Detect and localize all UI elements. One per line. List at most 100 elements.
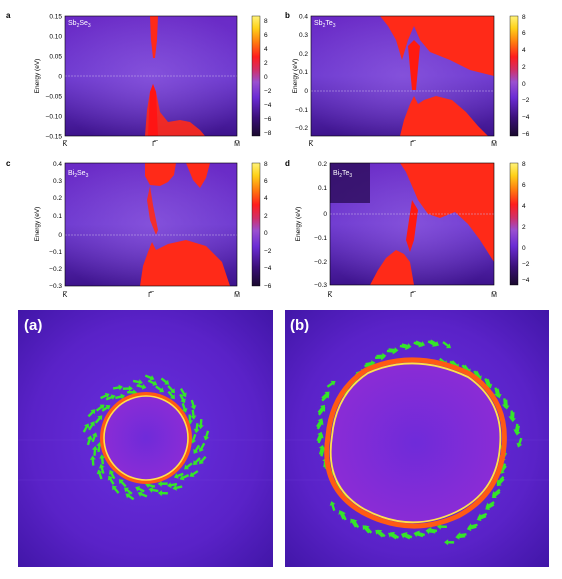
spin-arrow-icon [148,486,159,493]
spin-arrow-icon [499,465,507,474]
y-tick-label: −0.3 [314,282,327,289]
material-label: Bi2Te3 [333,170,352,179]
spin-arrow-icon [198,442,206,453]
spin-arrow-icon [179,474,190,481]
spin-arrow-icon [105,394,116,401]
spin-arrow-icon [167,385,175,394]
panel-d-bi2te3: d Bi2Te3 Energy (eV) 0.2 0.1 0 −0.1 −0.2… [285,159,530,299]
spin-arrow-icon [100,392,110,400]
spin-arrow-icon [137,491,148,498]
y-axis-label: Energy (eV) [295,207,302,242]
spin-arrow-icon [172,484,183,491]
spin-arrow-icon [147,379,158,386]
cbar-tick-label: −4 [264,102,272,109]
spin-arrow-icon [184,462,193,470]
material-label: Bi2Se3 [68,170,89,179]
cbar-tick-label: 8 [264,18,268,25]
spin-arrow-icon [115,393,126,400]
cbar-tick-label: 6 [264,178,268,185]
colorbar [251,15,261,137]
spin-arrow-icon [155,385,165,393]
spin-arrow-icon [388,347,399,354]
spin-arrow-icon [316,420,324,430]
spin-arrow-icon [167,390,175,400]
spin-arrow-icon [375,529,384,538]
spin-arrow-icon [167,482,178,489]
spin-arrow-icon [112,485,120,494]
surface-state-region [145,16,205,136]
spin-arrow-icon [91,445,98,456]
spin-arrow-icon [400,532,411,540]
cbar-tick-label: 2 [264,60,268,67]
spin-arrow-icon [189,470,199,477]
spin-arrow-icon [495,388,502,399]
y-tick-label: −0.2 [295,125,308,132]
y-tick-label: −0.3 [49,283,62,290]
cbar-tick-label: 2 [522,64,526,71]
spin-arrow-icon [350,518,357,528]
spin-arrow-icon [132,379,143,386]
surface-state-region [140,163,230,286]
x-tick-label: Γ̅ [410,291,417,299]
spin-arrow-icon [193,457,201,466]
x-tick-label: M̅ [491,291,497,299]
svg-text:Bi2Te3: Bi2Te3 [333,170,352,179]
x-tick-label: K̅ [308,140,314,148]
panel-letter: a [6,11,11,20]
spin-arrow-icon [144,374,155,381]
spin-arrow-icon [193,423,200,434]
spin-arrow-icon [316,418,323,428]
y-tick-label: 0.15 [49,14,62,21]
fermi-contour [329,362,502,524]
spin-arrow-icon [193,444,201,454]
svg-text:Bi2Se3: Bi2Se3 [68,170,89,179]
cbar-tick-label: 4 [264,46,268,53]
spin-arrow-icon [179,393,186,404]
spin-arrow-icon [388,532,397,540]
spin-arrow-icon [136,383,147,390]
y-tick-label: −0.1 [314,235,327,242]
spin-arrow-icon [107,475,115,485]
colorbar-ticks: 8 6 4 2 0 −2 −4 −6 [522,14,530,138]
colorbar [251,162,261,287]
spin-arrow-icon [329,501,336,511]
spin-arrow-icon [88,421,95,431]
x-ticks: K̅ Γ̅ M̅ [308,140,497,148]
spin-arrow-icon [352,518,360,529]
y-tick-label: 0.4 [299,14,308,21]
spin-arrow-icon [427,340,437,347]
y-tick-label: 0.3 [299,32,308,39]
spin-arrow-icon [135,486,145,493]
fermi-surface-panel-b: (b) [285,310,549,567]
y-tick-label: 0.4 [53,161,62,168]
spin-arrow-icon [86,435,93,446]
x-tick-label: Γ̅ [152,140,159,148]
spin-arrow-icon [203,430,210,441]
spin-arrow-icon [316,431,323,442]
y-tick-label: 0.05 [49,54,62,61]
svg-text:Sb2Te3: Sb2Te3 [314,20,336,29]
cbar-tick-label: −2 [264,88,272,95]
y-ticks: 0.15 0.10 0.05 0 −0.05 −0.10 −0.15 [46,14,63,141]
cbar-tick-label: 0 [522,81,526,88]
y-tick-label: 0.1 [299,69,308,76]
y-tick-label: 0.2 [53,195,62,202]
y-tick-label: 0 [304,88,308,95]
panel-label: (a) [24,317,42,334]
material-label: Sb2Se3 [68,20,91,29]
cbar-tick-label: 8 [522,14,526,21]
spin-arrow-icon [444,539,455,546]
spin-arrow-icon [516,437,523,448]
spin-arrow-icon [466,525,477,532]
spin-arrow-icon [401,343,412,349]
spin-arrow-icon [95,404,105,412]
spin-arrow-icon [321,393,330,402]
y-tick-label: 0.2 [318,161,327,168]
spin-arrow-icon [318,444,325,455]
cbar-tick-label: 0 [264,230,268,237]
x-tick-label: M̅ [491,140,497,148]
surface-state-region [370,163,494,285]
panel-letter: d [285,159,290,168]
spin-arrow-icon [123,487,133,495]
plot-frame [329,162,495,286]
